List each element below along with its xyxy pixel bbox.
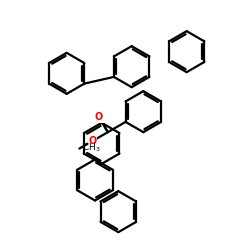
Text: CH$_3$: CH$_3$ bbox=[82, 141, 100, 154]
Text: O: O bbox=[95, 112, 103, 122]
Text: O: O bbox=[88, 136, 97, 146]
